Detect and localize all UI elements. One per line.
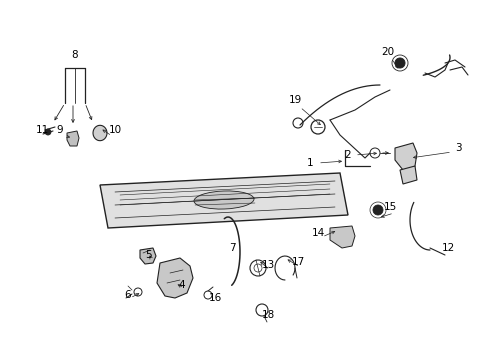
Text: 9: 9 — [57, 125, 63, 135]
Polygon shape — [399, 166, 416, 184]
Text: 13: 13 — [261, 260, 274, 270]
Text: 3: 3 — [454, 143, 460, 153]
Text: 19: 19 — [288, 95, 301, 105]
Polygon shape — [394, 143, 416, 173]
Circle shape — [394, 58, 404, 68]
Text: 11: 11 — [35, 125, 48, 135]
Text: 20: 20 — [381, 47, 394, 57]
Text: 10: 10 — [108, 125, 122, 135]
Polygon shape — [140, 248, 156, 264]
Text: 17: 17 — [291, 257, 304, 267]
Text: 18: 18 — [261, 310, 274, 320]
Text: 12: 12 — [441, 243, 454, 253]
Text: 2: 2 — [344, 150, 350, 160]
Text: 15: 15 — [383, 202, 396, 212]
Circle shape — [372, 205, 382, 215]
Polygon shape — [329, 226, 354, 248]
Text: 1: 1 — [306, 158, 313, 168]
Circle shape — [45, 129, 51, 135]
Text: 8: 8 — [72, 50, 78, 60]
Text: 7: 7 — [228, 243, 235, 253]
Text: 5: 5 — [144, 250, 151, 260]
Text: 16: 16 — [208, 293, 221, 303]
Text: 6: 6 — [124, 290, 131, 300]
Polygon shape — [100, 173, 347, 228]
Text: 14: 14 — [311, 228, 324, 238]
Polygon shape — [93, 125, 107, 141]
Ellipse shape — [194, 191, 253, 209]
Text: 4: 4 — [178, 280, 185, 290]
Polygon shape — [67, 131, 79, 146]
Polygon shape — [157, 258, 193, 298]
